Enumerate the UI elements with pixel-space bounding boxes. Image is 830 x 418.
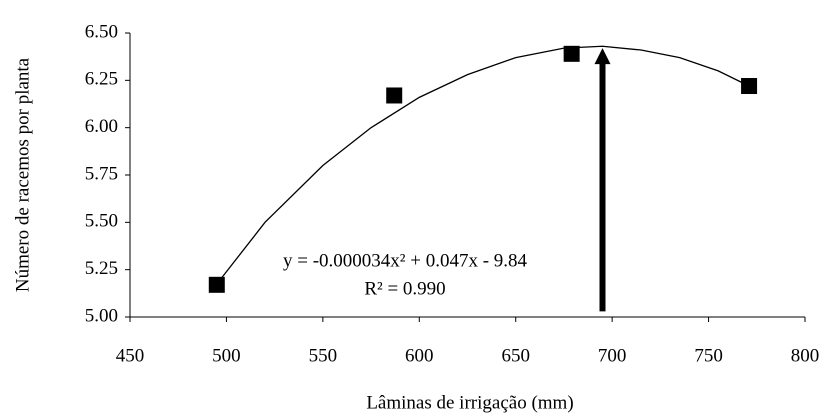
x-tick-label: 750 bbox=[694, 345, 723, 366]
x-axis-title: Lâminas de irrigação (mm) bbox=[366, 392, 573, 413]
equation: y = -0.000034x² + 0.047x - 9.84 bbox=[283, 250, 528, 271]
x-tick-label: 800 bbox=[791, 345, 820, 366]
trendline bbox=[220, 45, 750, 280]
arrow-head bbox=[594, 48, 611, 65]
y-tick-label: 5.75 bbox=[85, 163, 118, 184]
y-axis-title: Número de racemos por planta bbox=[12, 57, 33, 292]
marker bbox=[563, 45, 580, 62]
y-tick-label: 5.00 bbox=[85, 305, 118, 326]
y-tick-label: 6.00 bbox=[85, 116, 118, 137]
y-tick-label: 6.25 bbox=[85, 69, 118, 90]
r-squared: R² = 0.990 bbox=[364, 278, 445, 299]
marker bbox=[741, 78, 758, 95]
x-tick-label: 650 bbox=[501, 345, 530, 366]
x-tick-label: 700 bbox=[598, 345, 627, 366]
x-tick-label: 600 bbox=[405, 345, 434, 366]
marker bbox=[208, 276, 225, 293]
x-tick-label: 500 bbox=[212, 345, 241, 366]
y-tick-label: 5.50 bbox=[85, 211, 118, 232]
y-tick-label: 5.25 bbox=[85, 258, 118, 279]
y-tick-label: 6.50 bbox=[85, 21, 118, 42]
marker bbox=[386, 87, 403, 104]
x-tick-label: 450 bbox=[116, 345, 145, 366]
x-tick-label: 550 bbox=[309, 345, 338, 366]
